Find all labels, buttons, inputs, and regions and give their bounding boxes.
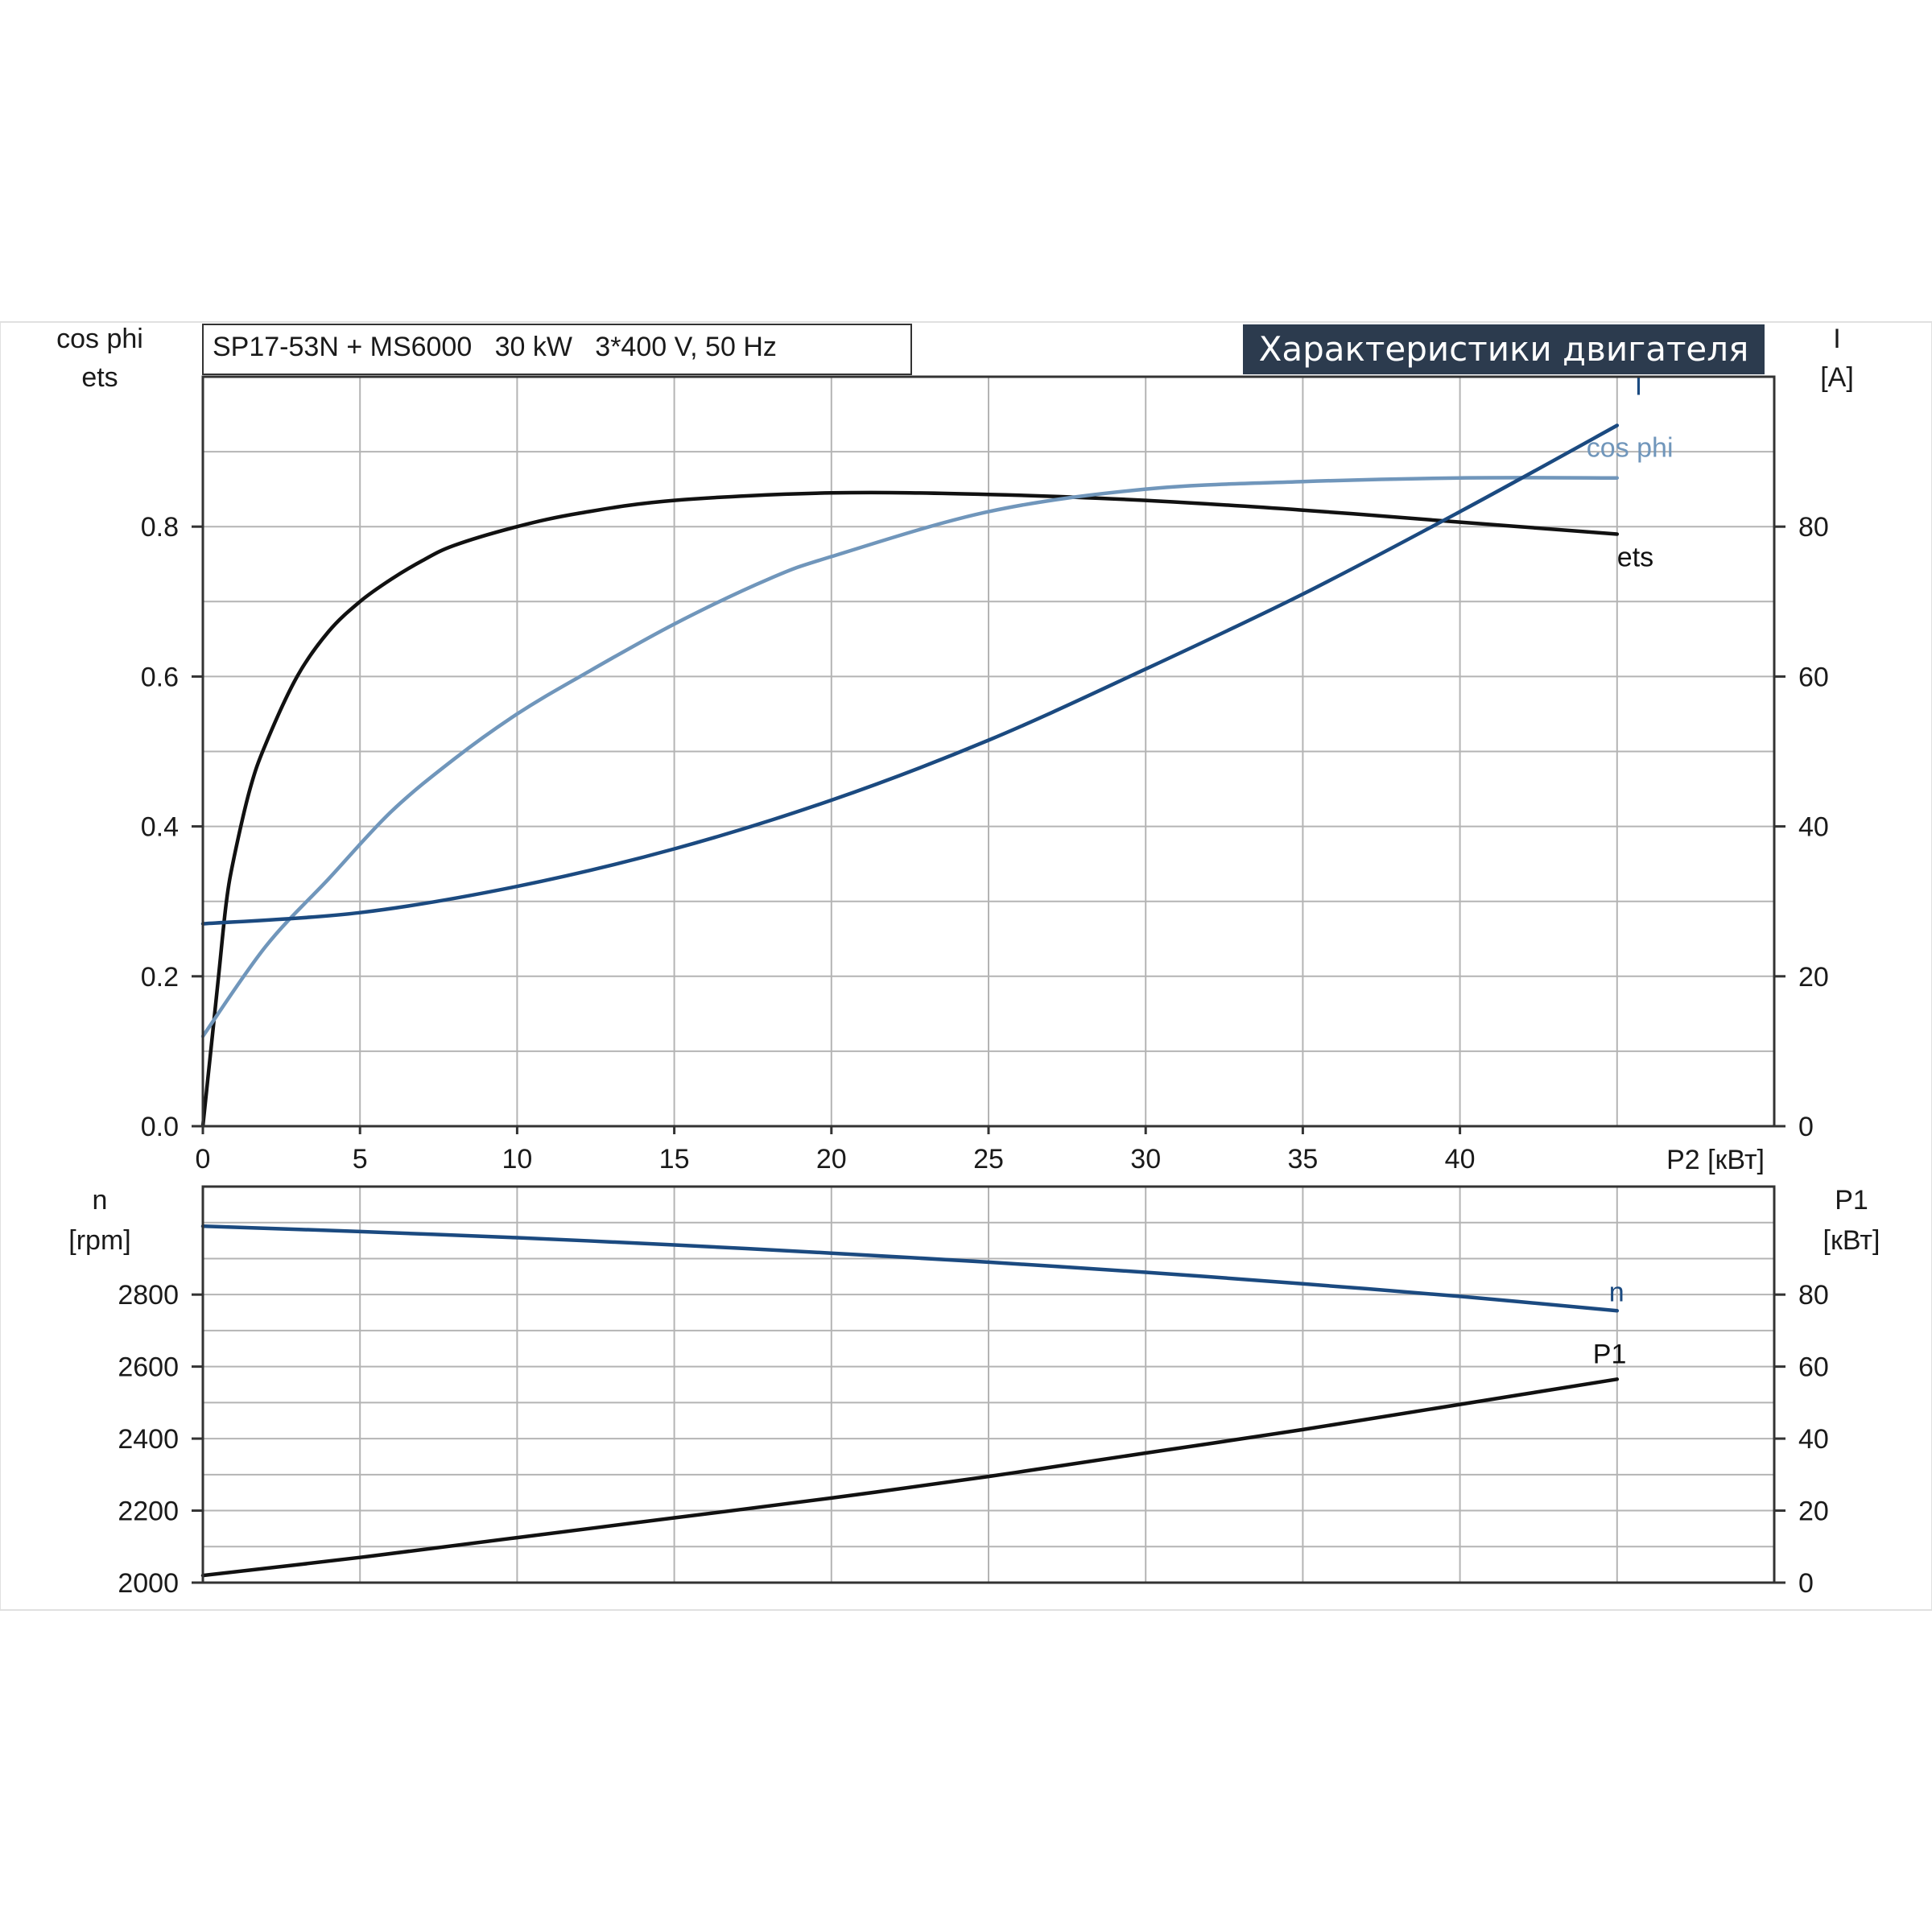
top-x-tick-label: 25 xyxy=(973,1144,1004,1174)
bottom-y-left-tick-label: 2200 xyxy=(118,1496,179,1527)
top-chart-axes: 0.0 0.2 0.4 0.6 0.8 0 20 40 60 80 0 5 10 15 20 25 30 35 40 xyxy=(141,375,1829,1174)
top-x-tick-label: 15 xyxy=(659,1144,690,1174)
y-left-label-ets: ets xyxy=(81,362,118,393)
bottom-chart: n P1 2000 2200 2400 2600 2800 0 20 40 60 80 xyxy=(118,1185,1829,1599)
top-chart-series: ets cos phi I xyxy=(200,371,1674,1129)
top-y-right-tick-label: 60 xyxy=(1798,662,1829,692)
top-y-right-tick-label: 40 xyxy=(1798,812,1829,843)
bottom-y-right-tick-label: 0 xyxy=(1798,1568,1814,1599)
bottom-y-left-tick-label: 2000 xyxy=(118,1568,179,1599)
top-series-label-i: I xyxy=(1635,371,1642,402)
top-x-tick-label: 10 xyxy=(502,1144,532,1174)
model-box xyxy=(202,324,912,375)
top-x-tick-label: 0 xyxy=(196,1144,211,1174)
y-left-label-cos-phi: cos phi xyxy=(56,324,143,354)
top-x-tick-label: 40 xyxy=(1445,1144,1476,1174)
y-right-label-i: I xyxy=(1833,324,1840,354)
y-right-label-kw: [кВт] xyxy=(1823,1225,1880,1256)
y-left-label-rpm: [rpm] xyxy=(68,1225,130,1256)
top-axis-labels: cos phi ets I [A] P2 [кВт] xyxy=(56,324,1854,1175)
top-x-tick-label: 30 xyxy=(1130,1144,1161,1174)
bottom-axis-labels: n [rpm] P1 [кВт] xyxy=(68,1185,1880,1256)
bottom-y-left-tick-label: 2800 xyxy=(118,1280,179,1311)
bottom-y-right-tick-label: 60 xyxy=(1798,1352,1829,1383)
top-chart: ets cos phi I 0.0 0.2 0.4 0.6 0.8 0 20 40 60 80 0 5 10… xyxy=(141,371,1829,1174)
top-series-line-cos-phi xyxy=(200,476,1620,1038)
bottom-series-label-n: n xyxy=(1609,1277,1624,1307)
top-y-left-tick-label: 0.6 xyxy=(141,662,179,692)
bottom-y-left-tick-label: 2400 xyxy=(118,1424,179,1455)
top-y-left-tick-label: 0.0 xyxy=(141,1112,179,1142)
top-series-label-cos-phi: cos phi xyxy=(1587,433,1674,464)
model-text: SP17-53N + MS6000 30 kW 3*400 V, 50 Hz xyxy=(213,332,777,362)
top-series-line-ets xyxy=(200,490,1620,1129)
bottom-plot-frame xyxy=(201,1185,1776,1584)
bottom-series-line-n xyxy=(200,1224,1620,1313)
top-y-right-tick-label: 20 xyxy=(1798,962,1829,993)
title-box xyxy=(1243,324,1765,374)
top-series-label-ets: ets xyxy=(1617,543,1653,573)
top-y-right-tick-label: 0 xyxy=(1798,1112,1814,1142)
x-axis-label: P2 [кВт] xyxy=(1666,1145,1765,1175)
bottom-y-right-tick-label: 80 xyxy=(1798,1280,1829,1311)
top-series-line-i xyxy=(200,423,1620,926)
top-y-right-tick-label: 80 xyxy=(1798,512,1829,543)
top-y-left-tick-label: 0.2 xyxy=(141,962,179,993)
y-right-label-a: [A] xyxy=(1820,362,1854,393)
bottom-chart-axes: 2000 2200 2400 2600 2800 0 20 40 60 80 xyxy=(118,1185,1829,1599)
chart-header: SP17-53N + MS6000 30 kW 3*400 V, 50 Hz Х… xyxy=(202,324,1765,375)
top-y-left-tick-label: 0.8 xyxy=(141,512,179,543)
bottom-y-left-tick-label: 2600 xyxy=(118,1352,179,1383)
top-x-tick-label: 5 xyxy=(353,1144,368,1174)
y-right-label-p1: P1 xyxy=(1835,1185,1868,1216)
top-y-left-tick-label: 0.4 xyxy=(141,812,179,843)
top-x-tick-label: 20 xyxy=(816,1144,847,1174)
bottom-y-right-tick-label: 20 xyxy=(1798,1496,1829,1527)
outer-frame xyxy=(0,321,1932,1611)
bottom-chart-grid xyxy=(203,1187,1774,1583)
bottom-chart-series: n P1 xyxy=(200,1224,1627,1578)
bottom-series-label-p1: P1 xyxy=(1593,1339,1627,1369)
top-x-tick-label: 35 xyxy=(1287,1144,1318,1174)
y-left-label-n: n xyxy=(93,1185,108,1216)
bottom-y-right-tick-label: 40 xyxy=(1798,1424,1829,1455)
bottom-series-line-p1 xyxy=(200,1377,1620,1578)
chart-title: Характеристики двигателя xyxy=(1259,329,1749,369)
